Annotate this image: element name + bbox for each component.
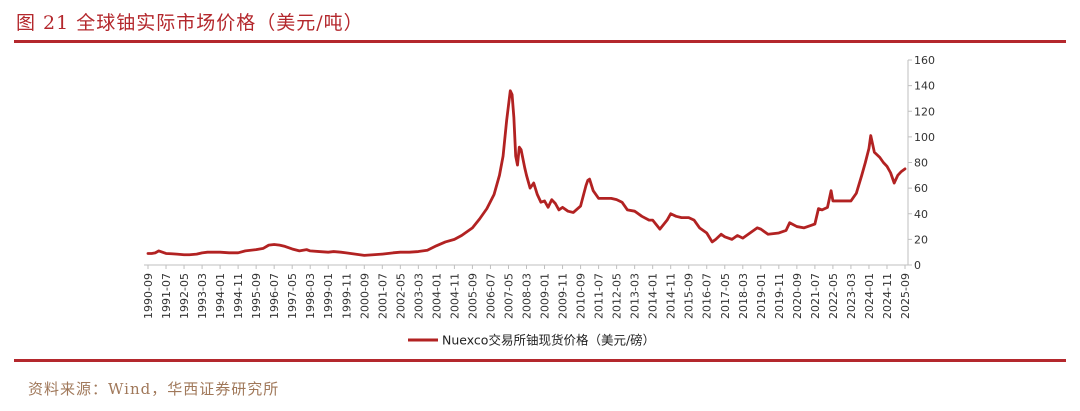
x-tick-label: 2003-03 (412, 273, 425, 319)
x-tick-label: 1999-11 (340, 273, 353, 319)
x-tick-label: 2000-09 (358, 273, 371, 319)
x-tick-label: 1998-03 (304, 273, 317, 319)
x-tick-label: 2019-01 (755, 273, 768, 319)
x-tick-label: 1995-09 (250, 273, 263, 319)
x-tick-label: 1996-07 (268, 273, 281, 319)
x-tick-label: 2021-07 (809, 273, 822, 319)
figure-title: 图 21 全球铀实际市场价格（美元/吨） (16, 12, 364, 34)
x-tick-label: 2024-01 (863, 273, 876, 319)
x-tick-label: 2009-11 (557, 273, 570, 319)
x-tick-label: 2014-01 (647, 273, 660, 319)
x-tick-label: 2004-11 (448, 273, 461, 319)
x-tick-label: 2010-09 (575, 273, 588, 319)
x-tick-label: 2011-07 (593, 273, 606, 319)
y-tick-label: 140 (914, 80, 935, 93)
x-tick-label: 2022-05 (827, 273, 840, 319)
x-tick-label: 2024-11 (881, 273, 894, 319)
x-tick-label: 2004-01 (430, 273, 443, 319)
source-note: 资料来源：Wind，华西证券研究所 (28, 380, 280, 398)
x-tick-label: 2006-07 (484, 273, 497, 319)
x-tick-label: 2002-05 (394, 273, 407, 319)
y-tick-label: 120 (914, 105, 935, 118)
x-tick-label: 2012-05 (611, 273, 624, 319)
x-tick-label: 2013-03 (629, 273, 642, 319)
y-tick-label: 80 (914, 157, 928, 170)
series-line (146, 89, 907, 257)
x-tick-label: 2025-09 (899, 273, 912, 319)
x-tick-label: 1997-05 (286, 273, 299, 319)
x-tick-label: 1991-07 (160, 273, 173, 319)
x-tick-label: 1994-11 (232, 273, 245, 319)
x-tick-label: 1992-05 (178, 273, 191, 319)
x-tick-label: 2023-03 (845, 273, 858, 319)
chart-area: 0 20 40 60 80 100 120 140 160 1990-09 1991-07 1992-… (0, 44, 1080, 356)
y-tick-label: 100 (914, 131, 935, 144)
title-rule (14, 40, 1066, 43)
x-tick-label: 2016-07 (701, 273, 714, 319)
x-tick-label: 2019-11 (773, 273, 786, 319)
y-tick-label: 160 (914, 54, 935, 67)
x-tick-label: 2017-05 (719, 273, 732, 319)
legend-label: Nuexco交易所铀现货价格（美元/磅） (442, 333, 655, 348)
x-tick-label: 2008-03 (521, 273, 534, 319)
x-tick-label: 2018-03 (737, 273, 750, 319)
y-tick-label: 0 (914, 259, 921, 272)
footer-rule (14, 359, 1066, 362)
x-tick-label: 2009-01 (539, 273, 552, 319)
x-tick-label: 1993-03 (196, 273, 209, 319)
y-tick-label: 20 (914, 233, 928, 246)
x-tick-label: 1990-09 (142, 273, 155, 319)
x-tick-label: 2005-09 (466, 273, 479, 319)
x-tick-label: 2007-05 (502, 273, 515, 319)
x-tick-label: 1994-01 (214, 273, 227, 319)
y-tick-label: 40 (914, 208, 928, 221)
x-tick-label: 2014-11 (665, 273, 678, 319)
x-tick-label: 2020-09 (791, 273, 804, 319)
x-tick-label: 2015-09 (683, 273, 696, 319)
chart-svg: 0 20 40 60 80 100 120 140 160 1990-09 1991-07 1992-… (142, 54, 935, 348)
x-tick-label: 1999-01 (322, 273, 335, 319)
y-tick-label: 60 (914, 182, 928, 195)
x-tick-label: 2001-07 (376, 273, 389, 319)
